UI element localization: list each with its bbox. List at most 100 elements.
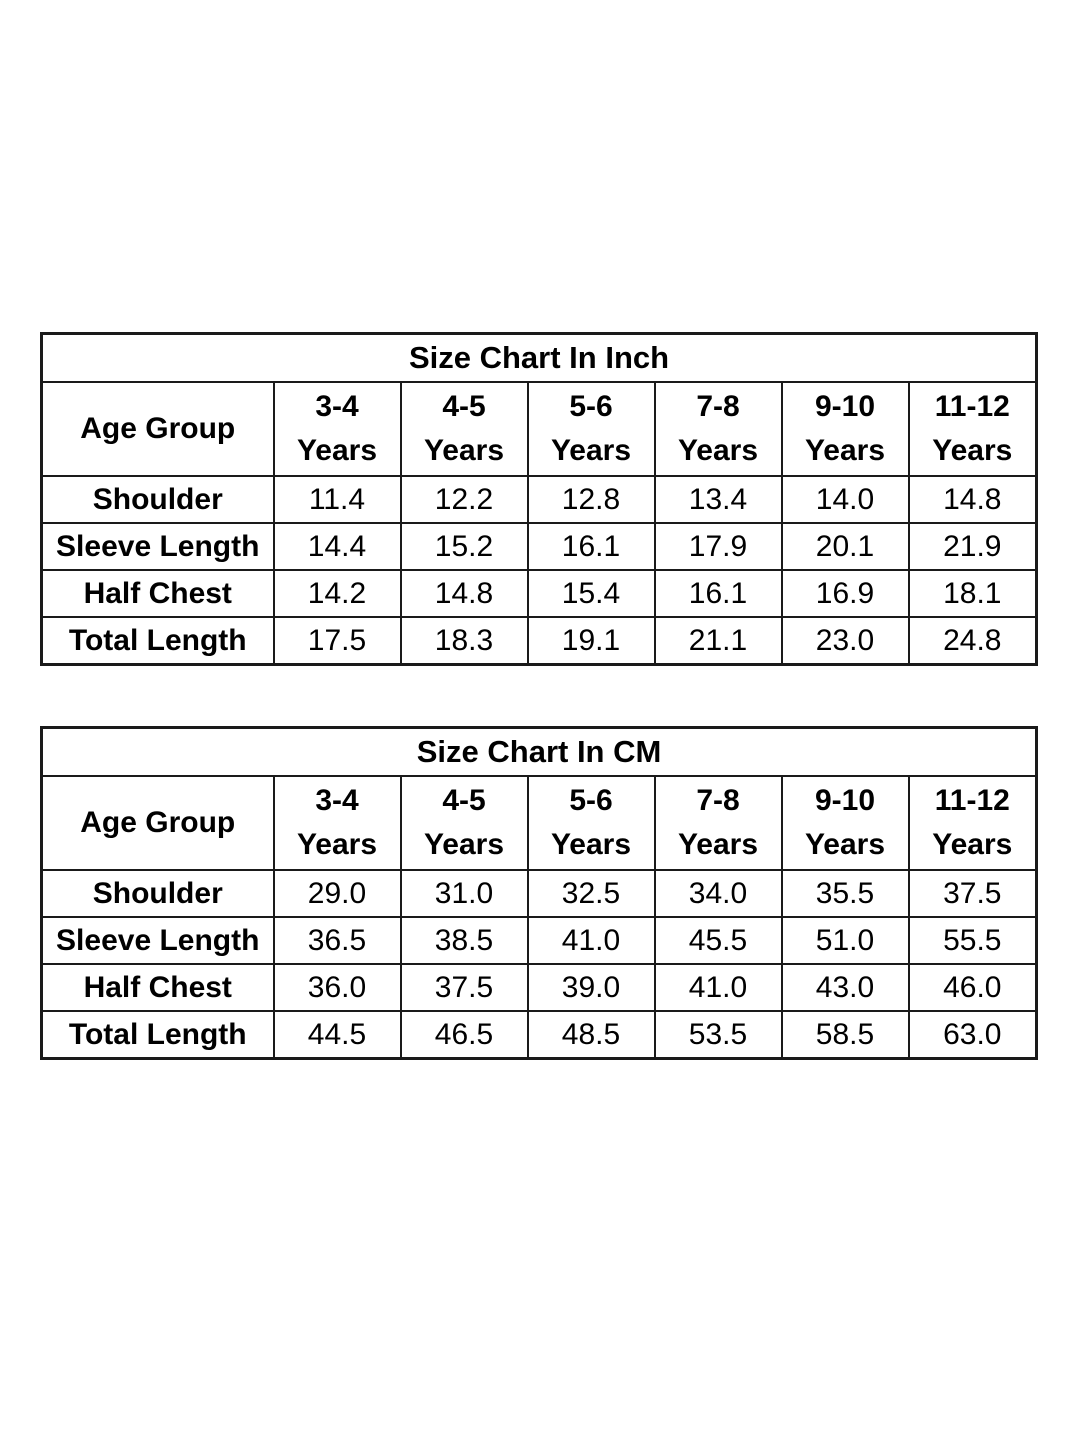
column-header: 7-8 Years xyxy=(653,775,783,871)
value-cell: 32.5 xyxy=(526,869,656,918)
value-cell: 12.8 xyxy=(526,475,656,524)
row-label: Total Length xyxy=(40,616,275,666)
age-range: 4-5 xyxy=(442,784,486,817)
value-cell: 31.0 xyxy=(399,869,529,918)
value-cell: 58.5 xyxy=(780,1010,910,1060)
age-unit: Years xyxy=(423,434,505,467)
row-label: Half Chest xyxy=(40,963,275,1012)
table-row: Sleeve Length 14.4 15.2 16.1 17.9 20.1 2… xyxy=(40,522,1038,571)
column-header: 5-6 Years xyxy=(526,381,656,477)
column-header: 5-6 Years xyxy=(526,775,656,871)
value-cell: 18.3 xyxy=(399,616,529,666)
value-cell: 21.1 xyxy=(653,616,783,666)
age-range: 7-8 xyxy=(696,784,740,817)
value-cell: 21.9 xyxy=(907,522,1038,571)
age-range: 11-12 xyxy=(934,784,1010,817)
age-range: 3-4 xyxy=(315,784,359,817)
column-header: 9-10 Years xyxy=(780,775,910,871)
column-header: 11-12 Years xyxy=(907,775,1038,871)
age-unit: Years xyxy=(804,434,886,467)
value-cell: 63.0 xyxy=(907,1010,1038,1060)
table-row: Half Chest 14.2 14.8 15.4 16.1 16.9 18.1 xyxy=(40,569,1038,618)
row-label: Sleeve Length xyxy=(40,916,275,965)
value-cell: 11.4 xyxy=(272,475,402,524)
age-unit: Years xyxy=(804,828,886,861)
age-unit: Years xyxy=(550,828,632,861)
value-cell: 15.2 xyxy=(399,522,529,571)
value-cell: 34.0 xyxy=(653,869,783,918)
value-cell: 16.1 xyxy=(526,522,656,571)
age-group-header: Age Group xyxy=(40,775,275,871)
value-cell: 16.1 xyxy=(653,569,783,618)
age-range: 5-6 xyxy=(569,784,613,817)
column-header: 9-10 Years xyxy=(780,381,910,477)
column-header: 3-4 Years xyxy=(272,381,402,477)
value-cell: 12.2 xyxy=(399,475,529,524)
age-group-header: Age Group xyxy=(40,381,275,477)
age-range: 7-8 xyxy=(696,390,740,423)
value-cell: 41.0 xyxy=(653,963,783,1012)
column-header: 4-5 Years xyxy=(399,381,529,477)
value-cell: 14.0 xyxy=(780,475,910,524)
column-header: 11-12 Years xyxy=(907,381,1038,477)
table-title: Size Chart In CM xyxy=(40,726,1038,777)
value-cell: 37.5 xyxy=(399,963,529,1012)
column-header: 7-8 Years xyxy=(653,381,783,477)
age-range: 5-6 xyxy=(569,390,613,423)
value-cell: 55.5 xyxy=(907,916,1038,965)
value-cell: 15.4 xyxy=(526,569,656,618)
age-unit: Years xyxy=(296,434,378,467)
value-cell: 13.4 xyxy=(653,475,783,524)
value-cell: 35.5 xyxy=(780,869,910,918)
age-unit: Years xyxy=(296,828,378,861)
table-row: Total Length 17.5 18.3 19.1 21.1 23.0 24… xyxy=(40,616,1038,666)
row-label: Sleeve Length xyxy=(40,522,275,571)
value-cell: 29.0 xyxy=(272,869,402,918)
age-range: 9-10 xyxy=(814,390,876,423)
value-cell: 24.8 xyxy=(907,616,1038,666)
age-unit: Years xyxy=(423,828,505,861)
value-cell: 14.8 xyxy=(907,475,1038,524)
age-range: 4-5 xyxy=(442,390,486,423)
value-cell: 48.5 xyxy=(526,1010,656,1060)
value-cell: 18.1 xyxy=(907,569,1038,618)
table-title: Size Chart In Inch xyxy=(40,332,1038,383)
row-label: Shoulder xyxy=(40,475,275,524)
size-chart-cm-table: Size Chart In CM Age Group 3-4 Years 4-5… xyxy=(40,726,1039,1060)
value-cell: 16.9 xyxy=(780,569,910,618)
value-cell: 43.0 xyxy=(780,963,910,1012)
table-row: Shoulder 11.4 12.2 12.8 13.4 14.0 14.8 xyxy=(40,475,1038,524)
column-header: 4-5 Years xyxy=(399,775,529,871)
age-range: 9-10 xyxy=(814,784,876,817)
value-cell: 36.5 xyxy=(272,916,402,965)
value-cell: 23.0 xyxy=(780,616,910,666)
value-cell: 41.0 xyxy=(526,916,656,965)
value-cell: 46.5 xyxy=(399,1010,529,1060)
value-cell: 46.0 xyxy=(907,963,1038,1012)
value-cell: 38.5 xyxy=(399,916,529,965)
age-unit: Years xyxy=(550,434,632,467)
value-cell: 53.5 xyxy=(653,1010,783,1060)
value-cell: 19.1 xyxy=(526,616,656,666)
value-cell: 14.8 xyxy=(399,569,529,618)
row-label: Total Length xyxy=(40,1010,275,1060)
value-cell: 44.5 xyxy=(272,1010,402,1060)
age-unit: Years xyxy=(677,434,759,467)
age-unit: Years xyxy=(932,434,1013,467)
row-label: Shoulder xyxy=(40,869,275,918)
value-cell: 45.5 xyxy=(653,916,783,965)
row-label: Half Chest xyxy=(40,569,275,618)
value-cell: 17.9 xyxy=(653,522,783,571)
age-range: 3-4 xyxy=(315,390,359,423)
age-range: 11-12 xyxy=(934,390,1010,423)
value-cell: 20.1 xyxy=(780,522,910,571)
value-cell: 36.0 xyxy=(272,963,402,1012)
column-header: 3-4 Years xyxy=(272,775,402,871)
table-row: Sleeve Length 36.5 38.5 41.0 45.5 51.0 5… xyxy=(40,916,1038,965)
table-row: Half Chest 36.0 37.5 39.0 41.0 43.0 46.0 xyxy=(40,963,1038,1012)
value-cell: 17.5 xyxy=(272,616,402,666)
value-cell: 14.2 xyxy=(272,569,402,618)
table-row: Total Length 44.5 46.5 48.5 53.5 58.5 63… xyxy=(40,1010,1038,1060)
size-chart-inch-table: Size Chart In Inch Age Group 3-4 Years 4… xyxy=(40,332,1039,666)
age-unit: Years xyxy=(932,828,1013,861)
